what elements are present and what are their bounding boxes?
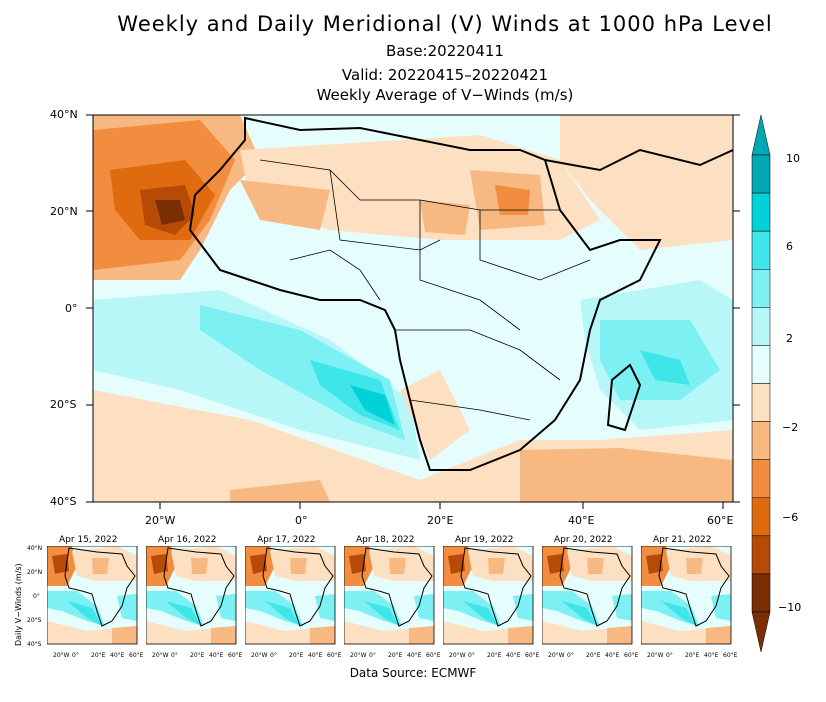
colorbar-bottom-arrow	[751, 611, 771, 653]
daily-map-lon-label: 0°	[369, 652, 376, 659]
daily-map	[443, 546, 534, 645]
daily-map	[146, 546, 237, 645]
daily-map-date: Apr 19, 2022	[455, 535, 514, 545]
daily-map-lon-label: 40°E	[704, 652, 719, 659]
data-source: Data Source: ECMWF	[349, 666, 477, 680]
base-date: Base:20220411	[386, 42, 504, 60]
daily-map-lon-label: 20°W	[449, 652, 466, 659]
daily-map-lon-label: 60°E	[624, 652, 639, 659]
map-subtitle: Weekly Average of V−Winds (m/s)	[316, 86, 574, 104]
colorbar-label-m6: −6	[782, 511, 799, 524]
daily-map-lon-label: 0°	[567, 652, 574, 659]
wind-field	[93, 115, 733, 502]
daily-map-date: Apr 15, 2022	[59, 535, 118, 545]
lat-label-0: 0°	[65, 302, 78, 315]
small-lat-40s: 40°S	[27, 641, 42, 648]
daily-map-lon-label: 20°E	[388, 652, 403, 659]
daily-map	[47, 546, 138, 645]
daily-map-lon-label: 40°E	[605, 652, 620, 659]
colorbar-segment	[751, 421, 771, 460]
daily-map-date: Apr 21, 2022	[653, 535, 712, 545]
daily-map-lon-label: 20°E	[685, 652, 700, 659]
map-title: Weekly and Daily Meridional (V) Winds at…	[117, 12, 773, 36]
daily-map-lon-label: 40°E	[506, 652, 521, 659]
small-lat-40n: 40°N	[27, 545, 43, 552]
daily-map-lon-label: 20°W	[548, 652, 565, 659]
valid-range: Valid: 20220415–20220421	[341, 66, 549, 84]
daily-map-lon-label: 60°E	[327, 652, 342, 659]
daily-y-label: Daily V−Winds (m/s)	[14, 563, 23, 646]
daily-map-lon-label: 0°	[666, 652, 673, 659]
daily-map-date: Apr 20, 2022	[554, 535, 613, 545]
daily-map-lon-label: 20°E	[289, 652, 304, 659]
lon-label-20w: 20°W	[145, 514, 176, 527]
colorbar-segment	[751, 307, 771, 346]
colorbar-segment	[751, 459, 771, 498]
daily-map-lon-label: 40°E	[209, 652, 224, 659]
daily-map	[245, 546, 336, 645]
daily-map-lon-label: 0°	[72, 652, 79, 659]
colorbar-segment	[751, 573, 771, 613]
lon-label-20e: 20°E	[427, 514, 454, 527]
colorbar-segment	[751, 383, 771, 422]
lat-label-20n: 20°N	[50, 205, 78, 218]
colorbar-label-6: 6	[786, 240, 793, 253]
colorbar-segment	[751, 230, 771, 270]
daily-map-lon-label: 40°E	[308, 652, 323, 659]
colorbar-segment	[751, 154, 771, 194]
colorbar-segment	[751, 345, 771, 384]
daily-map-lon-label: 20°W	[53, 652, 70, 659]
daily-map	[344, 546, 435, 645]
daily-map-lon-label: 40°E	[407, 652, 422, 659]
coastline	[188, 116, 733, 471]
daily-map-lon-label: 20°E	[91, 652, 106, 659]
lon-label-0: 0°	[295, 514, 308, 527]
daily-map-lon-label: 20°W	[647, 652, 664, 659]
daily-map-lon-label: 60°E	[129, 652, 144, 659]
borders	[259, 159, 591, 421]
lon-label-40e: 40°E	[568, 514, 595, 527]
daily-map-lon-label: 60°E	[525, 652, 540, 659]
daily-map-lon-label: 20°W	[152, 652, 169, 659]
colorbar-segment	[751, 269, 771, 308]
daily-map-lon-label: 40°E	[110, 652, 125, 659]
colorbar-segment	[751, 192, 771, 232]
daily-map-date: Apr 17, 2022	[257, 535, 316, 545]
daily-map-date: Apr 16, 2022	[158, 535, 217, 545]
small-lat-20n: 20°N	[27, 569, 43, 576]
lat-label-20s: 20°S	[50, 398, 77, 411]
daily-map-lon-label: 20°W	[251, 652, 268, 659]
lat-label-40s: 40°S	[50, 495, 77, 508]
daily-map-lon-label: 20°E	[190, 652, 205, 659]
colorbar-label-10: 10	[786, 152, 800, 165]
daily-map-lon-label: 20°E	[586, 652, 601, 659]
lon-label-60e: 60°E	[707, 514, 734, 527]
daily-map-lon-label: 20°E	[487, 652, 502, 659]
daily-map-lon-label: 60°E	[426, 652, 441, 659]
colorbar-segment	[751, 497, 771, 537]
colorbar-segment	[751, 535, 771, 575]
lat-label-40n: 40°N	[50, 108, 78, 121]
colorbar-label-2: 2	[786, 332, 793, 345]
axis-ticks	[86, 114, 740, 509]
small-lat-0: 0°	[33, 593, 40, 600]
small-lat-20s: 20°S	[27, 617, 42, 624]
daily-map-lon-label: 20°W	[350, 652, 367, 659]
colorbar-label-m10: −10	[778, 601, 802, 614]
daily-map-lon-label: 60°E	[228, 652, 243, 659]
daily-map-lon-label: 60°E	[723, 652, 738, 659]
daily-map-lon-label: 0°	[171, 652, 178, 659]
daily-map-lon-label: 0°	[270, 652, 277, 659]
daily-map	[641, 546, 732, 645]
colorbar-top-arrow	[751, 114, 771, 156]
colorbar	[751, 114, 771, 653]
colorbar-label-m2: −2	[782, 421, 799, 434]
daily-map-date: Apr 18, 2022	[356, 535, 415, 545]
daily-map-lon-label: 0°	[468, 652, 475, 659]
daily-map	[542, 546, 633, 645]
